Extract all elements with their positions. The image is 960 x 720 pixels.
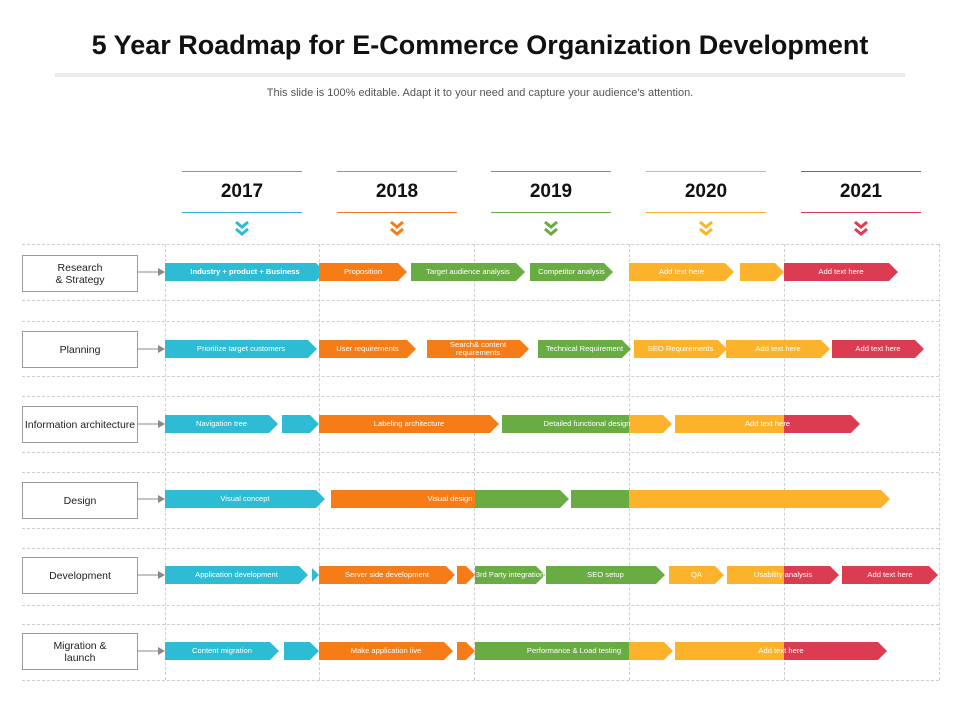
task-bar: Add text here [675,642,887,660]
double-chevron-down-icon [235,220,249,236]
grid-vline [939,244,940,680]
connector-arrow-icon [138,571,165,579]
connector-arrow-icon [138,268,165,276]
task-bar [571,490,890,508]
grid-hline [22,528,939,529]
grid-vline [165,244,166,680]
task-bar: Competitor analysis [530,263,613,281]
page-title: 5 Year Roadmap for E-Commerce Organizati… [91,30,869,60]
grid-vline [784,244,785,680]
grid-hline [22,624,939,625]
page-subtitle: This slide is 100% editable. Adapt it to… [266,87,694,99]
grid-vline [319,244,320,680]
row-label: Design [22,482,138,519]
connector-arrow-icon [138,420,165,428]
task-bar: Visual concept [165,490,325,508]
title-divider [55,73,905,77]
grid-hline [22,300,939,301]
connector-arrow-icon [138,647,165,655]
row-label: Migration & launch [22,633,138,670]
task-bar: Add text here [629,263,734,281]
double-chevron-down-icon [544,220,558,236]
grid-hline [22,605,939,606]
task-bar [457,566,475,584]
task-bar: 3rd Party integration [475,566,545,584]
grid-hline [22,244,939,245]
task-bar: Add text here [832,340,924,358]
task-bar: Add text here [784,263,898,281]
connector-arrow-icon [138,495,165,503]
double-chevron-down-icon [699,220,713,236]
grid-hline [22,376,939,377]
task-bar: Navigation tree [165,415,278,433]
task-bar [282,415,319,433]
task-bar: Detailed functional design [502,415,672,433]
task-bar: QA [669,566,724,584]
year-header-2021: 2021 [801,171,921,213]
task-bar [312,566,319,584]
task-bar: Visual design [331,490,569,508]
grid-hline [22,472,939,473]
task-bar [457,642,475,660]
task-bar: Technical Requirement [538,340,631,358]
connector-arrow-icon [138,345,165,353]
grid-hline [22,321,939,322]
grid-hline [22,396,939,397]
grid-hline [22,452,939,453]
row-label: Development [22,557,138,594]
row-label: Research & Strategy [22,255,138,292]
task-bar: SEO Requirements [634,340,727,358]
task-bar: Server side development [319,566,455,584]
task-bar: Add text here [842,566,938,584]
task-bar: Target audience analysis [411,263,525,281]
task-bar: Application development [165,566,308,584]
double-chevron-down-icon [390,220,404,236]
task-bar: Labeling architecture [319,415,499,433]
task-bar: Content migration [165,642,279,660]
grid-hline [22,548,939,549]
grid-vline [474,244,475,680]
grid-vline [629,244,630,680]
task-bar: User requirements [319,340,416,358]
year-header-2019: 2019 [491,171,611,213]
task-bar: Add text here [675,415,860,433]
grid-hline [22,680,939,681]
task-bar: Usability analysis [727,566,839,584]
year-header-2018: 2018 [337,171,457,213]
task-bar: Make application live [319,642,453,660]
year-header-2017: 2017 [182,171,302,213]
row-label: Planning [22,331,138,368]
row-label: Information architecture [22,406,138,443]
task-bar: Proposition [319,263,407,281]
task-bar: Prioritize target customers [165,340,317,358]
task-bar: SEO setup [546,566,665,584]
double-chevron-down-icon [854,220,868,236]
task-bar: Add text here [726,340,830,358]
task-bar: Search& content requirements [427,340,529,358]
task-bar: Industry + product + Business [165,263,325,281]
task-bar [740,263,784,281]
task-bar: Performance & Load testing [475,642,673,660]
year-header-2020: 2020 [646,171,766,213]
task-bar [284,642,319,660]
